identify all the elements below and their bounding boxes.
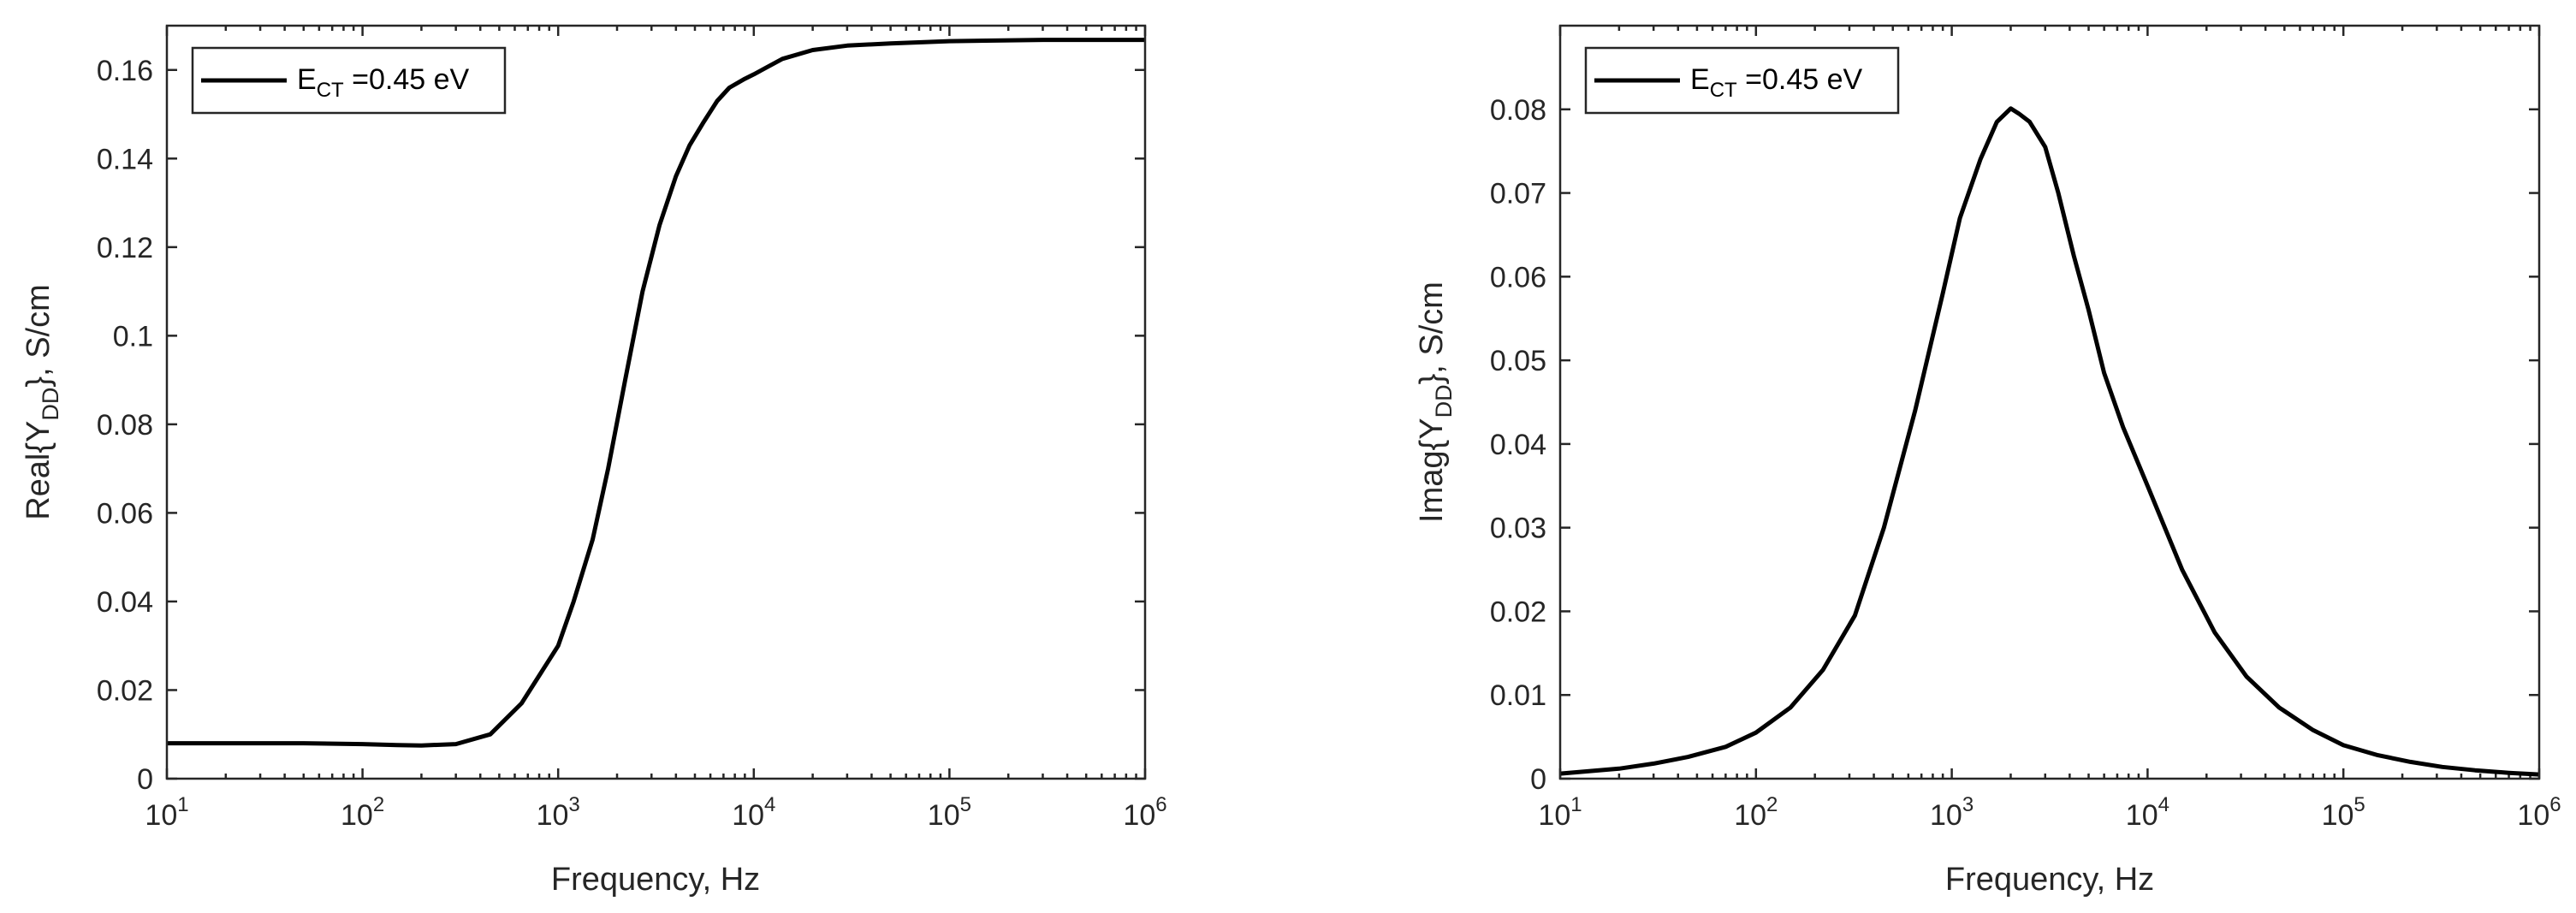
y-tick-label: 0.07 — [1490, 178, 1546, 210]
legend-name-main: E — [1690, 63, 1710, 96]
series-line-imag — [1559, 106, 2540, 777]
y-tick-label: 0.02 — [97, 674, 153, 707]
y-axis-label-rest: }, S/cm — [1414, 282, 1450, 384]
y-axis-label: Real{YDD}, S/cm — [21, 284, 63, 520]
y-tick-label: 0.14 — [97, 143, 153, 175]
y-tick-label: 0.01 — [1490, 679, 1546, 712]
y-tick-label: 0 — [137, 763, 153, 796]
y-tick-label: 0.04 — [1490, 429, 1546, 461]
plot-frame — [165, 24, 1147, 780]
y-axis-label-sub: DD — [1431, 384, 1457, 418]
x-tick-label: 102 — [1734, 793, 1778, 832]
legend-entry: ECT =0.45 eV — [1690, 63, 1863, 102]
y-tick-label: 0.1 — [113, 320, 153, 353]
y-axis-label-main: Real{Y — [21, 421, 56, 520]
x-tick-label: 103 — [537, 793, 580, 832]
x-tick-labels: 101 102 103 104 105 106 — [145, 793, 1166, 832]
legend: ECT =0.45 eV — [191, 46, 507, 115]
x-tick-label: 103 — [1930, 793, 1974, 832]
ticks — [165, 26, 1147, 780]
x-tick-label: 105 — [928, 793, 971, 832]
y-tick-label: 0.03 — [1490, 513, 1546, 545]
y-tick-labels: 0 0.02 0.04 0.06 0.08 0.1 0.12 0.14 0.16 — [97, 55, 153, 796]
x-axis-label: Frequency, Hz — [551, 862, 760, 898]
y-tick-label: 0.08 — [1490, 94, 1546, 127]
y-tick-label: 0.06 — [97, 497, 153, 530]
y-tick-label: 0.05 — [1490, 345, 1546, 377]
legend-name-sub: CT — [317, 79, 344, 102]
x-tick-labels: 101 102 103 104 105 106 — [1538, 793, 2561, 832]
x-tick-label: 102 — [341, 793, 384, 832]
y-tick-label: 0.04 — [97, 586, 153, 619]
x-tick-label: 105 — [2322, 793, 2365, 832]
y-tick-label: 0.06 — [1490, 261, 1546, 293]
panel-imag: 0 0.01 0.02 0.03 0.04 0.05 0.06 0.07 0.08 101 102… — [1414, 24, 2561, 898]
x-tick-label: 104 — [2126, 793, 2169, 832]
y-axis-label-main: Imag{Y — [1414, 418, 1450, 523]
series-line-real — [167, 38, 1145, 748]
x-tick-label: 101 — [1538, 793, 1582, 832]
legend-name-sub: CT — [1710, 79, 1737, 102]
y-axis-label-sub: DD — [38, 388, 63, 421]
y-tick-label: 0.08 — [97, 409, 153, 442]
y-tick-label: 0 — [1530, 763, 1546, 796]
legend: ECT =0.45 eV — [1584, 46, 1900, 115]
y-axis-label-rest: }, S/cm — [21, 284, 56, 387]
y-axis-label: Imag{YDD}, S/cm — [1414, 282, 1457, 523]
x-tick-label: 101 — [145, 793, 188, 832]
legend-entry: ECT =0.45 eV — [297, 63, 470, 102]
legend-name-rest: =0.45 eV — [1737, 63, 1863, 96]
x-tick-label: 106 — [2517, 793, 2561, 832]
panel-real: 00.020.040.060.080.10.120.140.16 101 102 1… — [21, 24, 1167, 898]
x-tick-label: 104 — [732, 793, 775, 832]
y-tick-label: 0.16 — [97, 55, 153, 87]
y-tick-label: 0.02 — [1490, 596, 1546, 628]
legend-name-rest: =0.45 eV — [344, 63, 470, 96]
x-tick-label: 106 — [1123, 793, 1166, 832]
ticks — [1558, 26, 2541, 780]
legend-name-main: E — [297, 63, 317, 96]
y-tick-label: 0.12 — [97, 232, 153, 264]
plot-frame — [1558, 24, 2541, 780]
x-axis-label: Frequency, Hz — [1945, 862, 2154, 898]
y-tick-labels: 0 0.01 0.02 0.03 0.04 0.05 0.06 0.07 0.08 — [1490, 94, 1546, 796]
